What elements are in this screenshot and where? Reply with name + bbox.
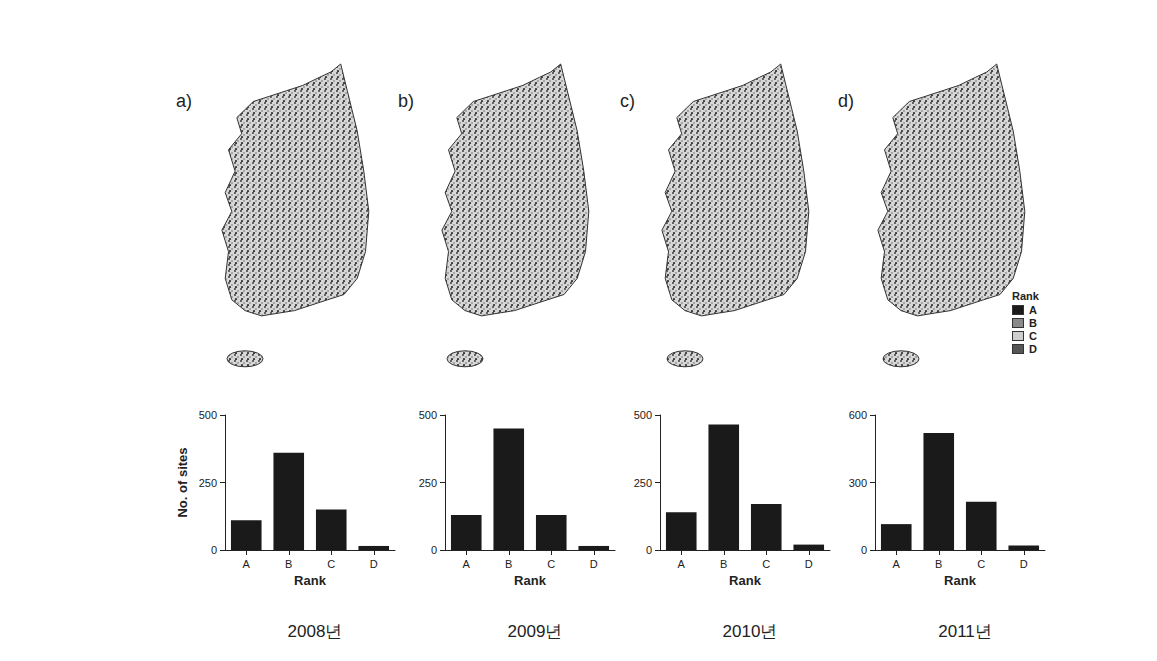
svg-text:0: 0 [861, 544, 867, 556]
svg-text:B: B [285, 558, 292, 570]
html-text:D: D [1029, 342, 1037, 355]
svg-text:C: C [327, 558, 335, 570]
svg-text:d): d) [838, 91, 854, 111]
svg-text:D: D [370, 558, 378, 570]
svg-text:2009년: 2009년 [508, 622, 563, 641]
svg-text:Rank: Rank [294, 573, 327, 588]
html-text:A: A [1029, 303, 1037, 316]
svg-text:c): c) [620, 91, 635, 111]
svg-text:Rank: Rank [944, 573, 977, 588]
svg-text:a): a) [176, 91, 192, 111]
svg-text:C: C [547, 558, 555, 570]
svg-text:D: D [590, 558, 598, 570]
svg-text:No. of sites: No. of sites [175, 447, 190, 517]
svg-text:0: 0 [646, 544, 652, 556]
svg-text:250: 250 [199, 477, 217, 489]
svg-text:0: 0 [211, 544, 217, 556]
html-text:C: C [1029, 329, 1037, 342]
svg-text:D: D [1020, 558, 1028, 570]
svg-text:A: A [243, 558, 251, 570]
svg-text:500: 500 [419, 409, 437, 421]
svg-text:Rank: Rank [514, 573, 547, 588]
svg-text:0: 0 [431, 544, 437, 556]
svg-text:250: 250 [634, 477, 652, 489]
svg-text:C: C [762, 558, 770, 570]
svg-text:600: 600 [849, 409, 867, 421]
svg-text:250: 250 [419, 477, 437, 489]
svg-text:A: A [463, 558, 471, 570]
svg-text:300: 300 [849, 477, 867, 489]
svg-text:2011년: 2011년 [938, 622, 992, 641]
svg-text:B: B [720, 558, 727, 570]
html-text:Rank: Rank [1012, 290, 1039, 302]
svg-text:B: B [505, 558, 512, 570]
html-text:B: B [1029, 316, 1037, 329]
svg-text:500: 500 [199, 409, 217, 421]
svg-text:2008년: 2008년 [288, 622, 343, 641]
svg-text:b): b) [398, 91, 414, 111]
svg-text:500: 500 [634, 409, 652, 421]
svg-text:A: A [678, 558, 686, 570]
svg-text:A: A [893, 558, 901, 570]
svg-text:C: C [977, 558, 985, 570]
svg-text:2010년: 2010년 [723, 622, 778, 641]
svg-text:D: D [805, 558, 813, 570]
svg-text:B: B [935, 558, 942, 570]
svg-text:Rank: Rank [729, 573, 762, 588]
